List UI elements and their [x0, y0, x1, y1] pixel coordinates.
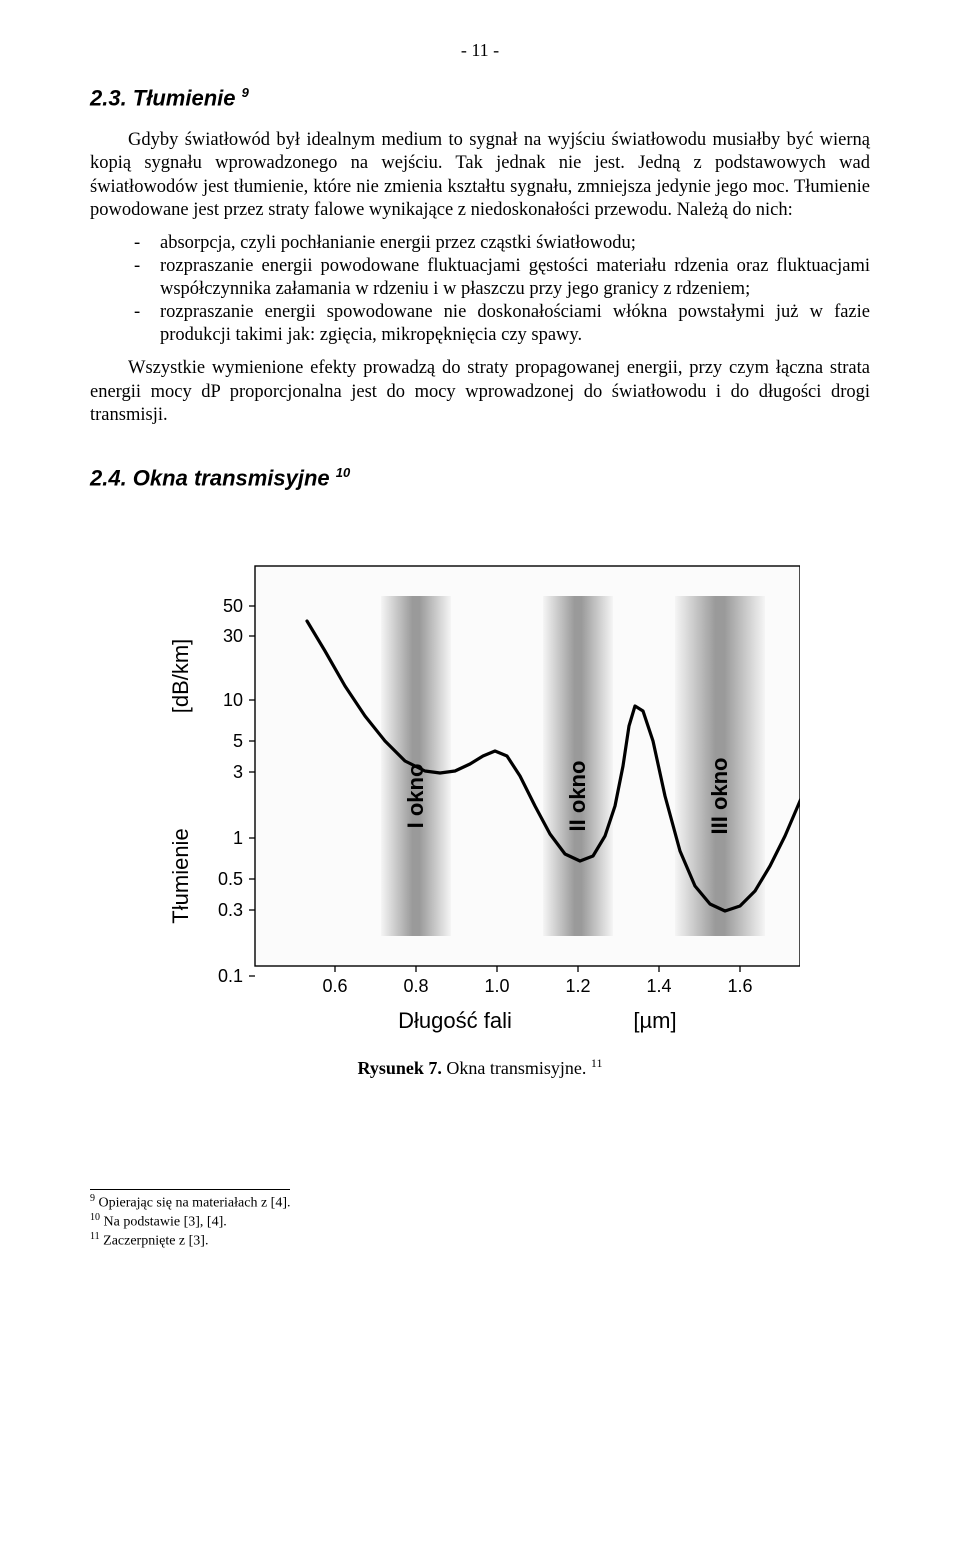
heading-24-sup: 10	[336, 465, 350, 480]
svg-text:30: 30	[223, 626, 243, 646]
p-23-2: Wszystkie wymienione efekty prowadzą do …	[90, 357, 870, 426]
page: - 11 - 2.3. Tłumienie 9 Gdyby światłowód…	[0, 0, 960, 1291]
svg-text:[µm]: [µm]	[633, 1008, 676, 1033]
svg-text:0.5: 0.5	[218, 869, 243, 889]
p-23-1: Gdyby światłowód był idealnym medium to …	[90, 129, 870, 222]
footnote-text: Na podstawie [3], [4].	[100, 1215, 227, 1230]
bullet-list-23: absorpcja, czyli pochłanianie energii pr…	[90, 232, 870, 348]
section-heading-24: 2.4. Okna transmisyjne 10	[90, 465, 870, 491]
svg-text:Tłumienie: Tłumienie	[168, 828, 193, 923]
heading-24-text: 2.4. Okna transmisyjne	[90, 465, 336, 490]
heading-23-sup: 9	[242, 85, 249, 100]
svg-text:[dB/km]: [dB/km]	[168, 639, 193, 714]
footnote: 11 Zaczerpnięte z [3].	[90, 1231, 870, 1250]
svg-text:1: 1	[233, 828, 243, 848]
heading-23-text: 2.3. Tłumienie	[90, 85, 242, 110]
section-heading-23: 2.3. Tłumienie 9	[90, 85, 870, 111]
svg-text:I okno: I okno	[403, 764, 428, 829]
figure-caption-sup: 11	[591, 1056, 603, 1070]
footnote-text: Zaczerpnięte z [3].	[100, 1234, 209, 1249]
svg-text:0.3: 0.3	[218, 900, 243, 920]
svg-text:III okno: III okno	[707, 758, 732, 835]
bullet-item: rozpraszanie energii spowodowane nie dos…	[90, 301, 870, 347]
svg-text:1.4: 1.4	[646, 976, 671, 996]
figure-area: I okno II okno III okno 50 30 10 5 3 1 0.5 0.3 0.1 0…	[90, 531, 870, 1079]
svg-text:Długość fali: Długość fali	[398, 1008, 512, 1033]
svg-text:0.1: 0.1	[218, 966, 243, 986]
figure-caption: Rysunek 7. Okna transmisyjne. 11	[90, 1056, 870, 1079]
footnote: 10 Na podstawie [3], [4].	[90, 1212, 870, 1231]
svg-text:5: 5	[233, 731, 243, 751]
page-number: - 11 -	[90, 40, 870, 61]
figure-caption-bold: Rysunek 7.	[358, 1058, 442, 1078]
bullet-item: absorpcja, czyli pochłanianie energii pr…	[90, 232, 870, 255]
svg-text:0.8: 0.8	[403, 976, 428, 996]
svg-text:1.2: 1.2	[565, 976, 590, 996]
svg-text:1.0: 1.0	[484, 976, 509, 996]
footnote-text: Opierając się na materiałach z [4].	[95, 1196, 291, 1211]
footnote: 9 Opierając się na materiałach z [4].	[90, 1193, 870, 1212]
svg-text:0.6: 0.6	[322, 976, 347, 996]
figure-caption-rest: Okna transmisyjne.	[442, 1058, 591, 1078]
svg-text:1.6: 1.6	[727, 976, 752, 996]
attenuation-chart: I okno II okno III okno 50 30 10 5 3 1 0.5 0.3 0.1 0…	[160, 531, 800, 1036]
footnote-num: 11	[90, 1231, 100, 1242]
svg-text:II okno: II okno	[565, 761, 590, 832]
footnotes-block: 9 Opierając się na materiałach z [4]. 10…	[90, 1193, 870, 1250]
svg-text:10: 10	[223, 690, 243, 710]
svg-text:50: 50	[223, 596, 243, 616]
footnote-num: 10	[90, 1212, 100, 1223]
bullet-item: rozpraszanie energii powodowane fluktuac…	[90, 255, 870, 301]
svg-text:3: 3	[233, 762, 243, 782]
chart-wrap: I okno II okno III okno 50 30 10 5 3 1 0.5 0.3 0.1 0…	[160, 531, 800, 1036]
